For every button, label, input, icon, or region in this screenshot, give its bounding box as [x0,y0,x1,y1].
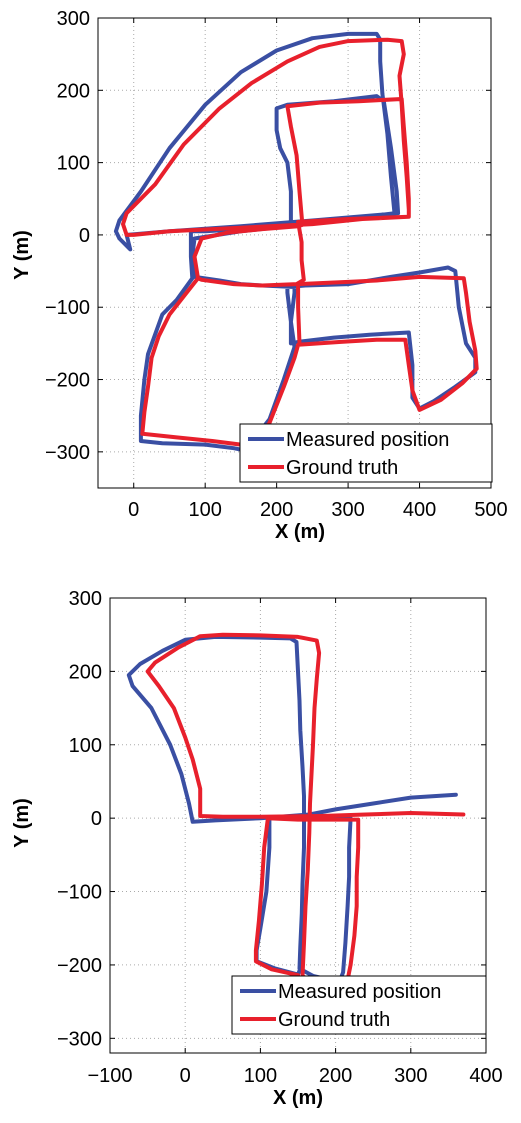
y-tick-label: 300 [57,8,90,30]
y-tick-label: 200 [69,661,102,683]
y-axis-label: Y (m) [11,798,33,848]
x-axis-label: X (m) [273,1087,323,1109]
x-tick-label: −100 [87,1065,132,1087]
x-tick-label: 400 [403,499,436,521]
x-tick-label: 200 [319,1065,352,1087]
x-tick-label: 200 [260,499,293,521]
x-tick-label: 0 [180,1065,191,1087]
y-tick-label: 0 [91,808,102,830]
axes-box [109,597,487,1054]
legend: Measured position Ground truth [231,975,487,1035]
x-tick-label: 0 [128,499,139,521]
y-tick-label: 200 [57,80,90,102]
y-tick-label: 300 [69,588,102,610]
y-tick-label: 0 [79,225,90,247]
legend-label: Ground truth [286,457,398,479]
y-tick-label: −300 [57,1028,102,1050]
chart-2: −100 0 100 200 300 400 −300 −200 −100 0 100 200 300 X… [11,588,503,1109]
y-tick-label: −200 [45,370,90,392]
y-tick-label: 100 [69,735,102,757]
legend: Measured position Ground truth [239,423,493,483]
y-tick-label: −100 [57,882,102,904]
x-tick-label: 100 [244,1065,277,1087]
y-axis-label: Y (m) [11,230,33,280]
axes-box [97,17,492,489]
legend-label: Ground truth [278,1009,390,1031]
y-tick-label: −200 [57,955,102,977]
ground-truth-line [140,274,479,449]
y-tick-label: −100 [45,297,90,319]
legend-label: Measured position [286,429,449,451]
x-tick-label: 300 [394,1065,427,1087]
legend-box [231,975,487,1035]
legend-box [239,423,493,483]
chart-1: 0 100 200 300 400 500 −300 −200 −100 0 100 200 300 X … [11,8,508,543]
ground-truth-line [145,632,466,989]
x-tick-label: 500 [474,499,507,521]
y-tick-label: 100 [57,153,90,175]
series-group [113,31,479,454]
x-axis-label: X (m) [275,521,325,543]
legend-label: Measured position [278,981,441,1003]
series-group [126,632,466,989]
ground-truth-line [121,37,411,288]
x-tick-label: 400 [469,1065,502,1087]
measured-position-line [113,31,478,454]
plot-area [98,18,491,488]
x-tick-label: 100 [188,499,221,521]
y-tick-label: −300 [45,442,90,464]
x-tick-label: 300 [331,499,364,521]
